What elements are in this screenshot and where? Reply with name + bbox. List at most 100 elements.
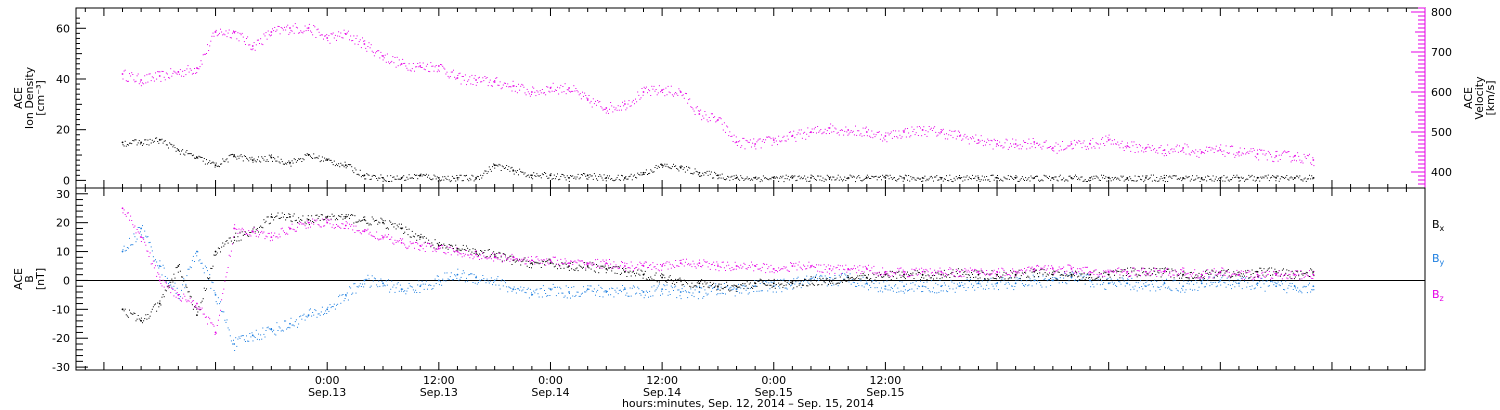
scatter-dot — [694, 168, 696, 170]
data-point — [1200, 282, 1203, 285]
scatter-dot — [187, 65, 189, 67]
scatter-dot — [1036, 283, 1037, 285]
scatter-dot — [1190, 271, 1192, 273]
scatter-dot — [1142, 288, 1144, 290]
scatter-dot — [170, 143, 172, 145]
scatter-dot — [503, 168, 505, 169]
scatter-dot — [369, 47, 371, 49]
scatter-dot — [160, 283, 162, 284]
scatter-dot — [515, 260, 517, 262]
scatter-dot — [825, 133, 827, 135]
scatter-dot — [850, 175, 852, 177]
scatter-dot — [239, 337, 241, 339]
scatter-dot — [238, 228, 240, 230]
scatter-dot — [1119, 277, 1121, 279]
scatter-dot — [943, 269, 945, 271]
scatter-dot — [879, 138, 881, 140]
scatter-dot — [676, 93, 678, 95]
scatter-dot — [681, 288, 683, 290]
scatter-dot — [275, 216, 277, 217]
data-point — [1275, 155, 1278, 157]
scatter-dot — [677, 289, 679, 291]
scatter-dot — [486, 77, 488, 78]
scatter-dot — [212, 265, 214, 267]
scatter-dot — [201, 63, 203, 65]
scatter-dot — [542, 285, 544, 287]
scatter-dot — [526, 88, 528, 90]
scatter-dot — [627, 103, 629, 105]
scatter-dot — [804, 175, 806, 177]
scatter-dot — [236, 345, 238, 347]
scatter-dot — [1045, 140, 1047, 142]
scatter-dot — [1198, 286, 1200, 288]
scatter-dot — [1003, 176, 1005, 178]
scatter-dot — [304, 221, 306, 223]
scatter-dot — [1179, 277, 1180, 279]
scatter-dot — [629, 287, 631, 289]
scatter-dot — [733, 287, 735, 289]
scatter-dot — [260, 334, 262, 336]
data-point — [289, 322, 291, 325]
scatter-dot — [917, 177, 919, 179]
scatter-dot — [284, 214, 285, 215]
scatter-dot — [628, 272, 630, 274]
scatter-dot — [1154, 179, 1156, 181]
scatter-dot — [353, 35, 355, 37]
scatter-dot — [1222, 180, 1224, 182]
scatter-dot — [345, 33, 347, 35]
scatter-dot — [1134, 152, 1136, 153]
scatter-dot — [340, 32, 342, 34]
scatter-dot — [621, 272, 622, 274]
scatter-dot — [290, 317, 292, 319]
scatter-dot — [238, 336, 240, 338]
scatter-dot — [1293, 285, 1295, 286]
scatter-dot — [440, 281, 441, 283]
scatter-dot — [839, 276, 841, 278]
scatter-dot — [580, 174, 582, 175]
scatter-dot — [1188, 153, 1190, 155]
scatter-dot — [251, 231, 253, 232]
scatter-dot — [194, 261, 195, 262]
scatter-dot — [554, 286, 556, 288]
scatter-dot — [600, 106, 602, 108]
scatter-dot — [546, 86, 548, 88]
scatter-dot — [142, 322, 143, 324]
scatter-dot — [1102, 137, 1104, 139]
scatter-dot — [831, 280, 833, 282]
scatter-dot — [411, 230, 413, 232]
scatter-dot — [1044, 175, 1046, 177]
scatter-dot — [709, 120, 711, 122]
scatter-dot — [839, 281, 841, 283]
data-point — [233, 227, 236, 230]
scatter-dot — [515, 171, 517, 173]
scatter-dot — [1280, 281, 1282, 283]
scatter-dot — [390, 288, 392, 290]
scatter-dot — [256, 159, 258, 161]
scatter-dot — [1171, 177, 1173, 179]
scatter-dot — [642, 277, 644, 279]
scatter-dot — [1096, 283, 1098, 285]
scatter-dot — [1156, 268, 1158, 270]
scatter-dot — [1081, 273, 1083, 275]
scatter-dot — [1089, 142, 1091, 144]
scatter-dot — [733, 175, 735, 177]
scatter-dot — [678, 278, 680, 280]
scatter-dot — [383, 223, 385, 225]
scatter-dot — [647, 92, 648, 94]
scatter-dot — [295, 26, 297, 28]
scatter-dot — [284, 26, 285, 28]
scatter-dot — [1024, 141, 1025, 143]
scatter-dot — [1285, 280, 1287, 282]
scatter-dot — [813, 177, 815, 179]
data-point — [996, 143, 998, 145]
scatter-dot — [1085, 148, 1087, 150]
data-point — [977, 139, 980, 141]
scatter-dot — [454, 177, 456, 179]
scatter-dot — [342, 37, 344, 39]
scatter-dot — [253, 158, 255, 160]
scatter-dot — [746, 287, 748, 289]
scatter-dot — [355, 38, 357, 39]
scatter-dot — [192, 300, 194, 302]
scatter-dot — [165, 72, 167, 74]
scatter-dot — [977, 142, 979, 144]
